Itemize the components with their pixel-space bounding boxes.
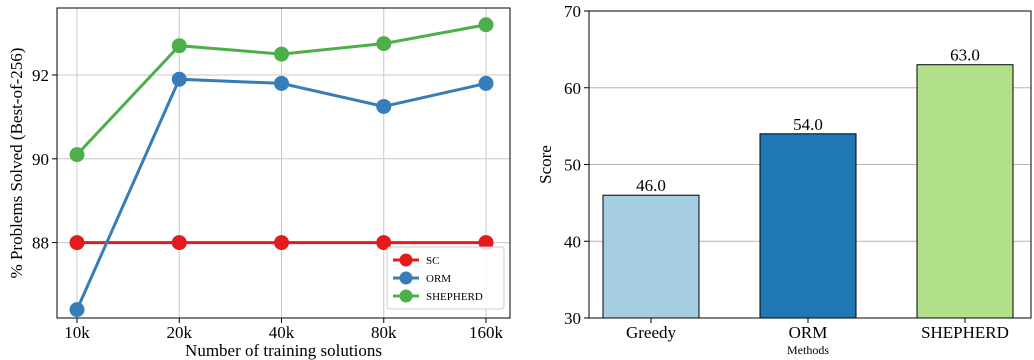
x-axis-label: Number of training solutions (185, 341, 382, 360)
bar-orm (759, 133, 857, 319)
x-axis: 10k 20k 40k 80k 160k (64, 318, 504, 342)
bars: 46.0 54.0 63.0 (602, 46, 1014, 319)
data-point-sc (69, 235, 85, 251)
legend: SC ORM SHEPHERD (386, 246, 505, 310)
data-point-orm (171, 71, 187, 87)
data-point-orm (478, 75, 494, 91)
y-tick-label: 60 (564, 79, 581, 98)
data-point-shepherd (69, 147, 85, 163)
legend-box (386, 246, 505, 310)
x-tick-label: ORM (789, 323, 828, 342)
y-tick-label: 88 (32, 234, 49, 253)
plot-frame (56, 7, 511, 319)
data-point-shepherd (274, 46, 289, 62)
bar-value-label: 46.0 (636, 176, 666, 195)
y-tick-label: 92 (32, 66, 49, 85)
legend-marker (399, 253, 413, 267)
bar-greedy (602, 194, 700, 319)
data-point-sc (274, 235, 289, 251)
data-point-orm (376, 98, 392, 114)
data-point-orm (69, 302, 85, 318)
y-tick-label: 40 (564, 232, 581, 251)
data-point-shepherd (478, 17, 494, 33)
data-point-shepherd (171, 38, 187, 54)
x-axis-label: Methods (787, 343, 829, 357)
bar-shepherd (916, 64, 1014, 319)
x-tick-label: Greedy (626, 323, 677, 342)
line-chart: 10k 20k 40k 80k 160k Number of training solut… (7, 7, 511, 360)
x-axis: Greedy ORM SHEPHERD (626, 318, 1009, 342)
x-tick-label: 160k (469, 323, 504, 342)
data-point-sc (171, 235, 187, 251)
y-tick-label: 90 (32, 150, 49, 169)
legend-label: SC (426, 255, 439, 267)
data-point-orm (274, 75, 289, 91)
x-tick-label: 20k (167, 323, 193, 342)
data-point-shepherd (376, 36, 392, 52)
series-group (69, 17, 494, 318)
y-axis: 88 90 92 (32, 66, 57, 253)
x-tick-label: SHEPHERD (921, 323, 1009, 342)
bar-value-label: 63.0 (950, 46, 980, 65)
data-point-sc (376, 235, 392, 251)
legend-marker (399, 289, 413, 303)
legend-label: ORM (426, 273, 451, 285)
legend-label: SHEPHERD (426, 291, 483, 303)
y-tick-label: 50 (564, 156, 581, 175)
bar-chart: 46.0 54.0 63.0 Greedy ORM SHEPHERD Methods 30 40… (536, 2, 1032, 357)
x-tick-label: 10k (64, 323, 90, 342)
y-tick-label: 70 (564, 2, 581, 21)
y-axis: 30 40 50 60 70 (564, 2, 589, 328)
legend-marker (399, 271, 413, 285)
bar-value-label: 54.0 (793, 115, 823, 134)
x-tick-label: 40k (269, 323, 295, 342)
y-axis-label: % Problems Solved (Best-of-256) (7, 48, 26, 279)
y-tick-label: 30 (564, 309, 581, 328)
x-tick-label: 80k (371, 323, 397, 342)
y-axis-label: Score (536, 145, 555, 184)
data-point-sc (478, 235, 494, 251)
